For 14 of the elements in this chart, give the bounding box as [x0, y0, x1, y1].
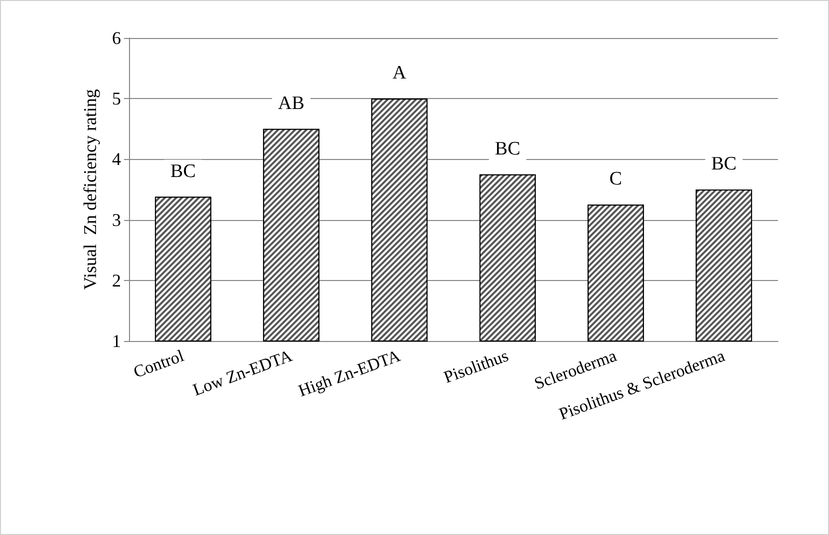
annotation: A	[392, 62, 407, 84]
annotation: BC	[494, 138, 520, 160]
y-tick-label: 2	[112, 270, 121, 290]
y-axis-title: Visual Zn deficiency rating	[80, 89, 100, 290]
y-tick-label: 6	[112, 28, 121, 48]
y-tick-label: 1	[112, 331, 121, 351]
y-tick-label: 3	[112, 210, 121, 230]
annotation: AB	[278, 92, 304, 114]
annotation: C	[609, 168, 622, 190]
y-tick-label: 5	[112, 88, 121, 109]
x-tick-label: Control	[131, 346, 187, 382]
y-tick-label: 4	[112, 149, 121, 170]
annotation: BC	[711, 154, 737, 174]
annotation: BC	[170, 160, 196, 182]
